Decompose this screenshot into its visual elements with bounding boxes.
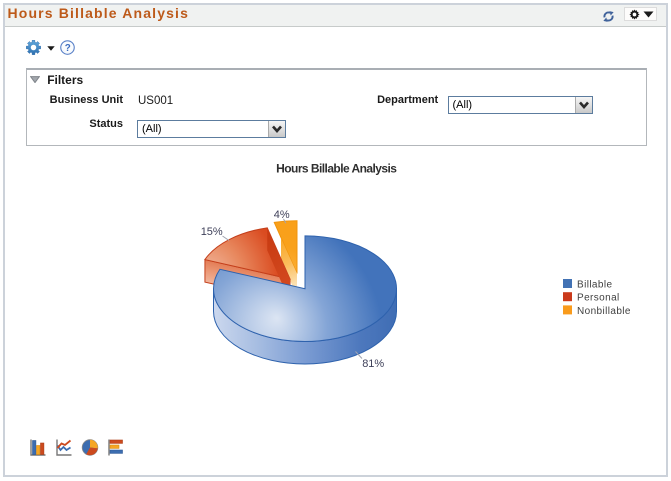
svg-text:Billable: Billable (577, 280, 612, 291)
svg-text:Nonbillable: Nonbillable (577, 306, 631, 317)
svg-text:81%: 81% (362, 358, 384, 370)
svg-text:15%: 15% (201, 226, 223, 238)
svg-text:?: ? (65, 42, 71, 53)
svg-text:Personal: Personal (577, 293, 620, 304)
svg-text:Hours Billable Analysis: Hours Billable Analysis (276, 162, 397, 176)
svg-text:4%: 4% (274, 209, 290, 221)
